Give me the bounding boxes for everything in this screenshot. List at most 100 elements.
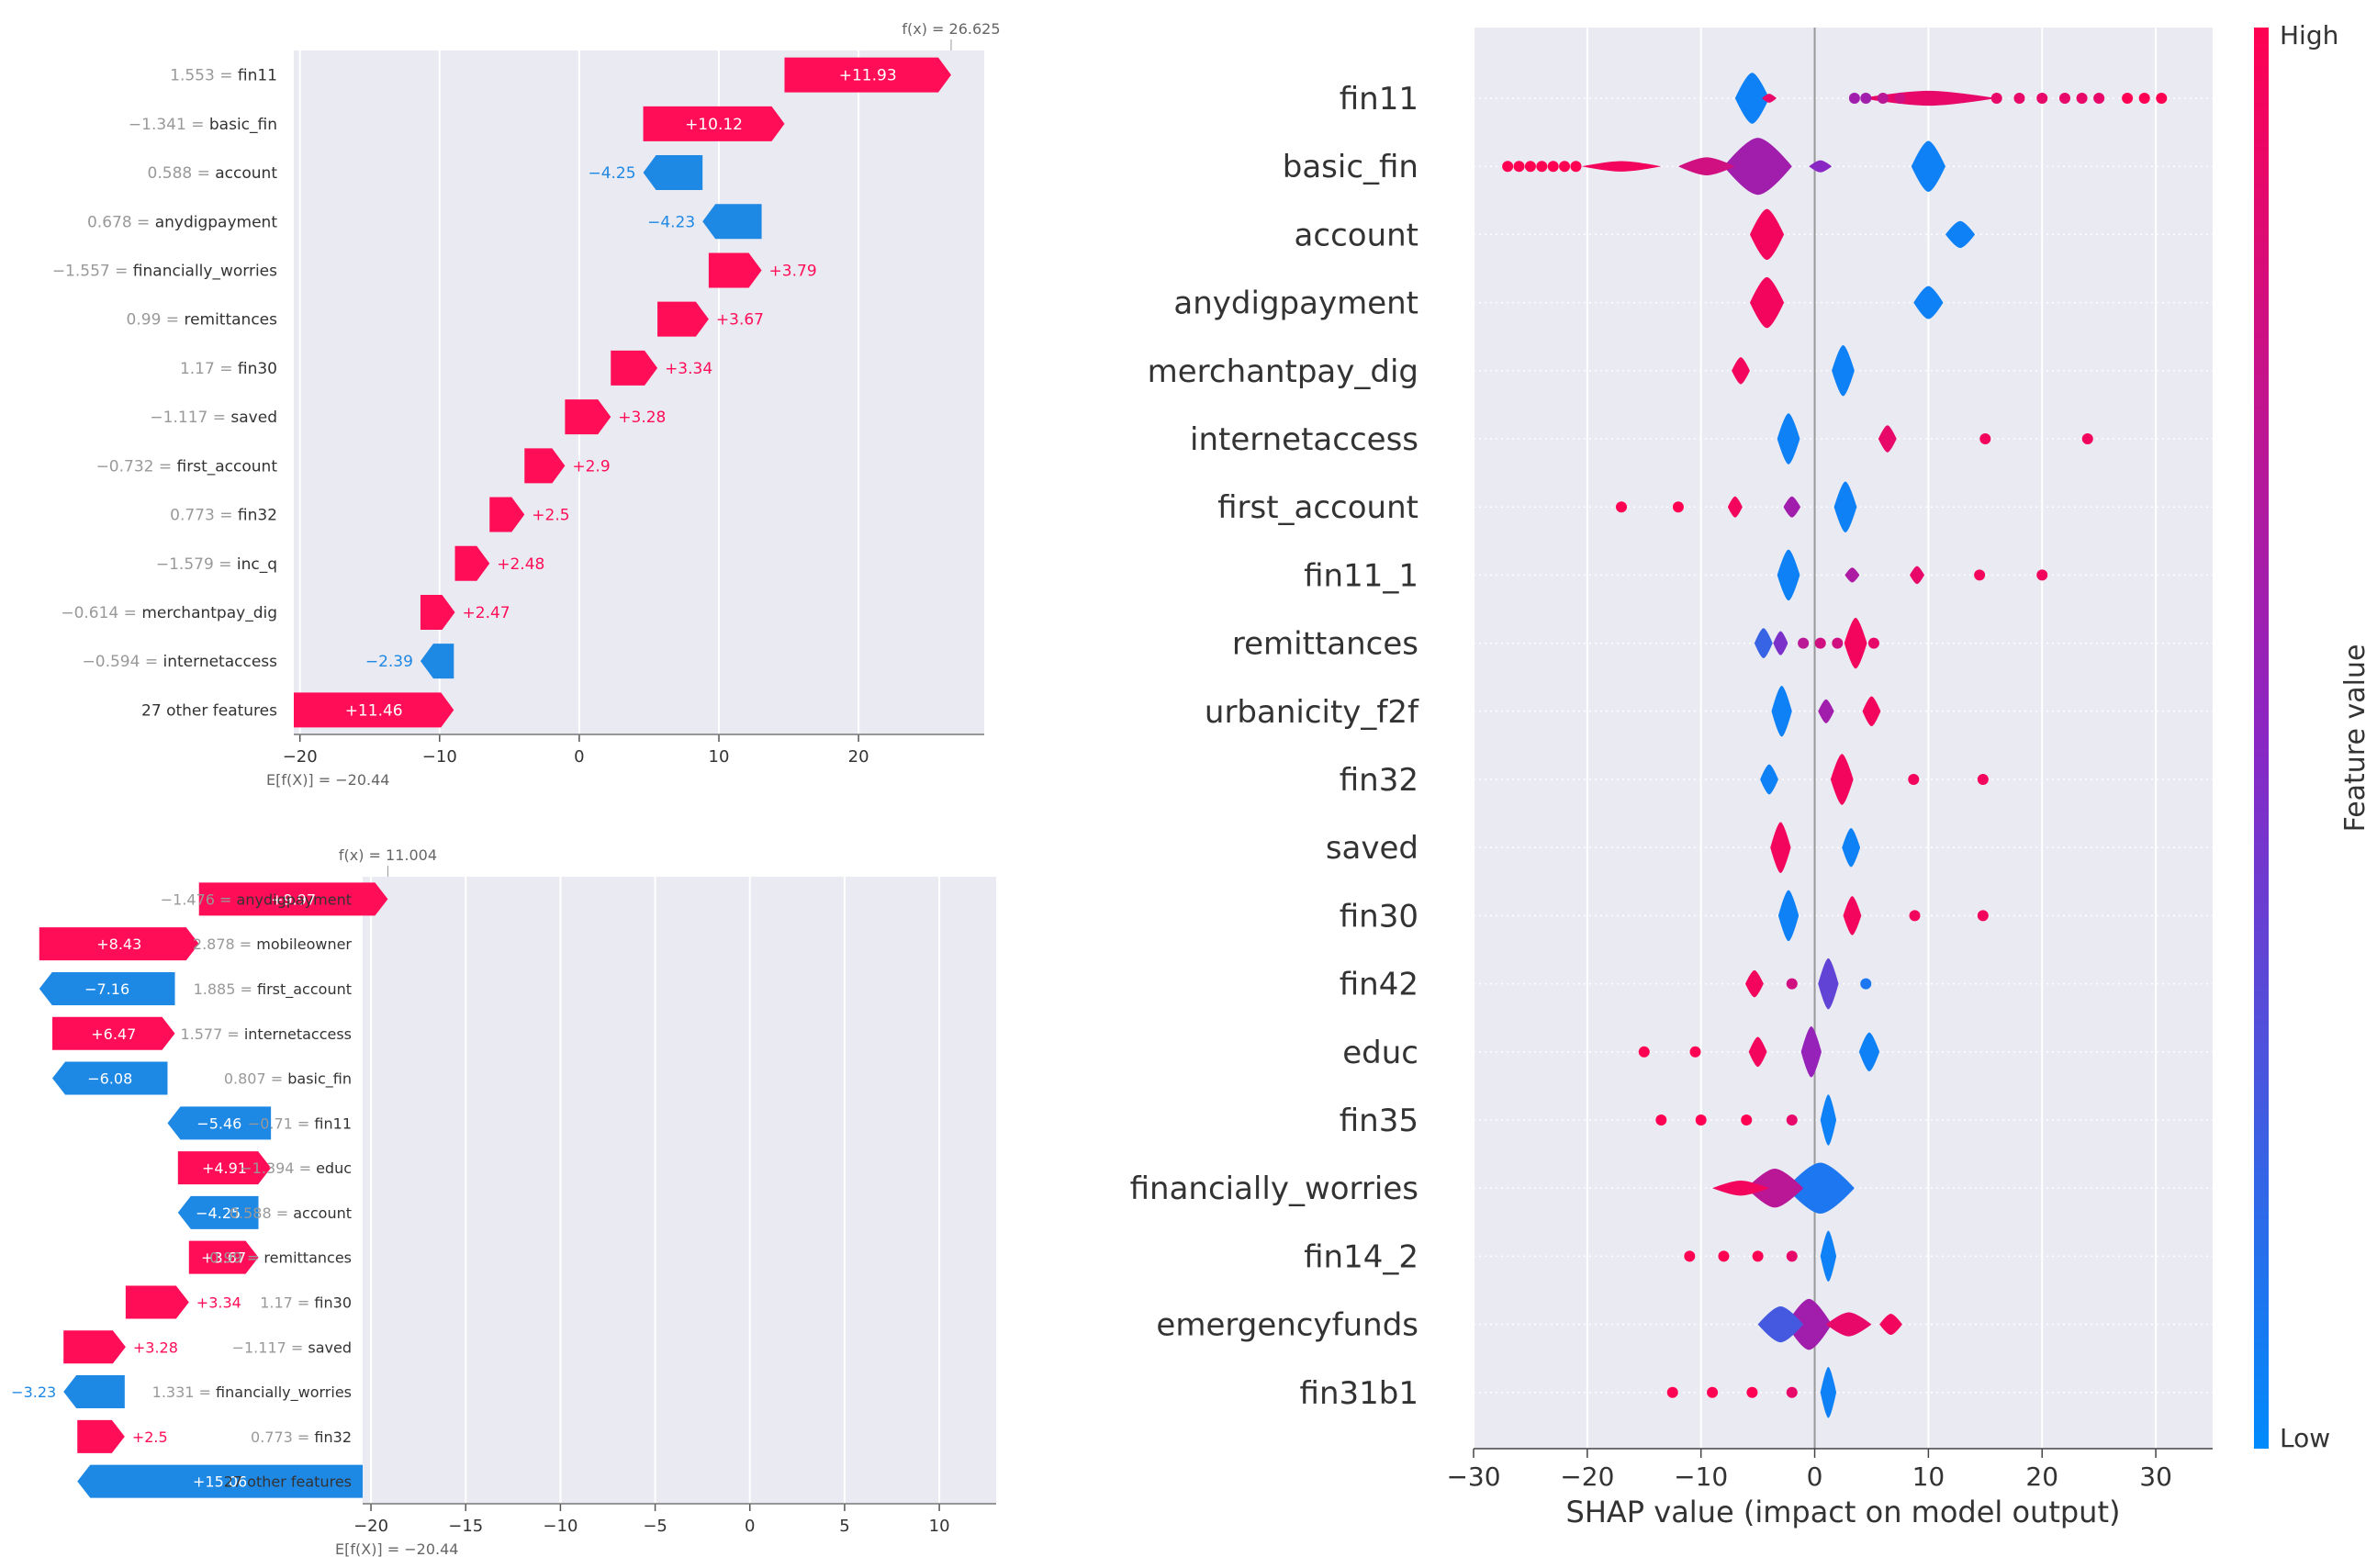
equals-sign: = [207, 409, 230, 427]
density-cluster [1786, 1162, 1855, 1214]
equals-sign: = [293, 1294, 315, 1311]
data-point [2156, 93, 2168, 104]
equals-sign: = [286, 1338, 308, 1356]
feature-name: saved [230, 409, 277, 427]
tick-label: 30 [2139, 1462, 2172, 1492]
contribution-label: +11.46 [345, 701, 403, 720]
feature-name: basic_fin [209, 116, 277, 134]
feature-name: inc_q [237, 555, 277, 574]
data-point [1786, 1114, 1798, 1126]
feature-label: fin35 [1340, 1103, 1418, 1139]
feature-value: 1.17 [180, 360, 215, 378]
bar-basic-fin [52, 1061, 168, 1095]
data-point [1559, 161, 1571, 173]
data-point [1616, 501, 1627, 513]
bar-remittances [657, 301, 709, 337]
data-point [1860, 978, 1872, 990]
tick-label: −10 [543, 1517, 577, 1536]
feature-label: −1.579 = inc_q [156, 555, 277, 574]
data-point [1672, 501, 1684, 513]
data-point [1908, 774, 1920, 785]
tick-label: 0 [745, 1517, 755, 1536]
feature-name: 27 other features [141, 701, 277, 720]
data-point [2138, 93, 2150, 104]
feature-label: emergencyfunds [1156, 1307, 1418, 1344]
final-value-label: f(x) = 26.625 [902, 20, 1000, 38]
feature-name: financially_worries [216, 1383, 352, 1402]
data-point [1684, 1250, 1696, 1262]
bar-internetaccess [52, 1016, 175, 1050]
density-cluster [1749, 276, 1785, 329]
feature-label: 1.17 = fin30 [180, 360, 277, 378]
density-cluster [1746, 1168, 1804, 1208]
bar-saved [565, 399, 611, 435]
density-cluster [1913, 286, 1944, 319]
contribution-label: +2.5 [132, 1428, 168, 1446]
feature-name: merchantpay_dig [141, 604, 277, 622]
feature-label: 0.99 = remittances [209, 1249, 352, 1267]
bar-fin32 [77, 1419, 125, 1453]
equals-sign: = [215, 360, 238, 378]
feature-label: anydigpayment [1173, 286, 1418, 322]
feature-label: internetaccess [1190, 421, 1418, 458]
feature-value: 1.885 [194, 980, 236, 998]
data-point [1547, 161, 1559, 173]
density-cluster [1734, 73, 1769, 124]
equals-sign: = [293, 1114, 315, 1132]
feature-value: −1.557 [52, 262, 110, 280]
density-cluster [1760, 764, 1778, 795]
feature-name: basic_fin [287, 1070, 352, 1089]
feature-name: saved [308, 1338, 352, 1356]
density-cluster [1786, 1298, 1833, 1350]
bar-fin30 [611, 350, 658, 386]
density-cluster [1858, 1032, 1880, 1072]
feature-name: first_account [257, 980, 352, 999]
density-cluster [1712, 1181, 1769, 1196]
data-point [1695, 1114, 1707, 1126]
feature-value: −0.732 [96, 457, 154, 476]
feature-label: fin30 [1340, 898, 1418, 935]
feature-value: −0.594 [83, 653, 140, 671]
feature-value: 1.577 [180, 1025, 222, 1043]
base-value-label: E[f(X)] = −20.44 [335, 1540, 458, 1558]
density-cluster [1777, 549, 1800, 601]
data-point [1752, 1250, 1764, 1262]
contribution-label: +3.28 [618, 409, 666, 427]
density-cluster [1762, 94, 1777, 103]
contribution-label: +3.79 [769, 262, 817, 280]
feature-name: fin30 [238, 360, 277, 378]
equals-sign: = [214, 555, 237, 574]
tick-label: −10 [422, 747, 457, 767]
contribution-label: +4.91 [202, 1159, 247, 1177]
density-cluster [1777, 890, 1800, 942]
density-cluster [1732, 357, 1750, 385]
bar-fin11 [784, 57, 951, 93]
equals-sign: = [242, 1249, 264, 1267]
data-point [1707, 1386, 1719, 1398]
bar-merchantpay-dig [420, 594, 455, 630]
data-point [1860, 93, 1872, 104]
feature-label: basic_fin [1283, 149, 1418, 185]
density-cluster [1842, 827, 1861, 868]
equals-sign: = [235, 980, 257, 998]
feature-value: 0.99 [209, 1249, 242, 1267]
data-point [2059, 93, 2070, 104]
feature-label: 1.577 = internetaccess [180, 1025, 352, 1043]
base-value-label: E[f(X)] = −20.44 [266, 771, 389, 789]
bar-27-other-features [294, 692, 454, 728]
bar-financially-worries [63, 1375, 125, 1409]
equals-sign: = [186, 116, 209, 134]
tick-label: 0 [1807, 1462, 1823, 1492]
contribution-label: +3.67 [716, 311, 764, 330]
contribution-label: +6.47 [91, 1025, 136, 1043]
equals-sign: = [294, 1159, 316, 1177]
feature-label: 0.773 = fin32 [170, 507, 277, 525]
contribution-label: +2.48 [497, 555, 544, 574]
feature-label: fin11_1 [1304, 557, 1418, 594]
plot-area [363, 877, 996, 1504]
feature-value: 0.99 [127, 311, 162, 330]
bar-fin11 [167, 1106, 272, 1140]
data-point [1666, 1386, 1678, 1398]
density-cluster [1878, 425, 1897, 453]
